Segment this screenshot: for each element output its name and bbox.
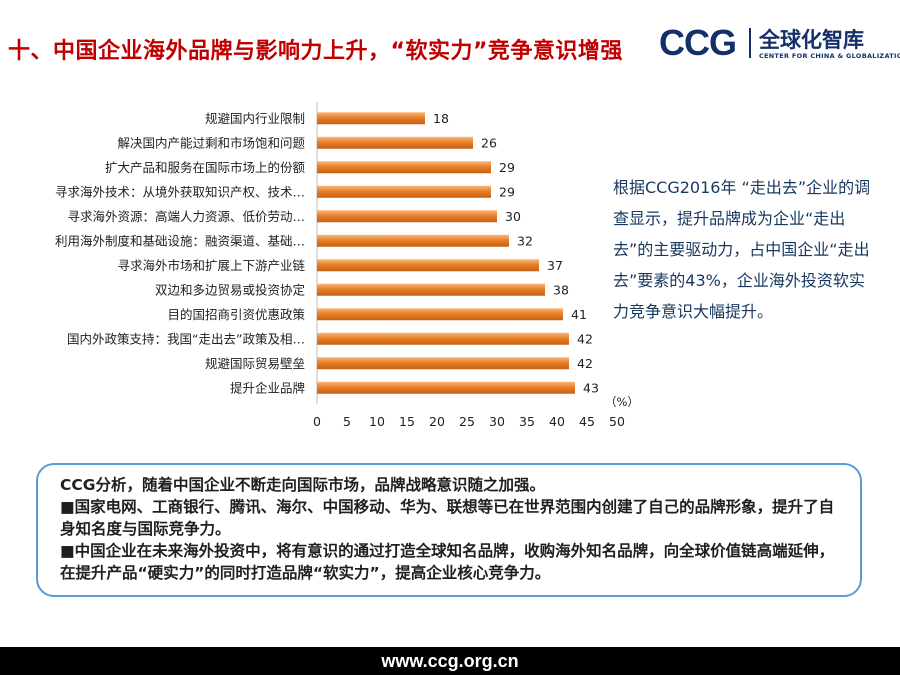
- category-label: 规避国内行业限制: [205, 111, 305, 126]
- bar: [317, 381, 575, 394]
- data-label: 38: [553, 282, 569, 297]
- footer-url: www.ccg.org.cn: [381, 651, 519, 671]
- unit-label: （%）: [605, 395, 639, 409]
- bar: [317, 136, 473, 149]
- bar: [317, 283, 545, 296]
- logo-abbr: CCG: [659, 22, 737, 63]
- data-label: 30: [505, 209, 521, 224]
- page-title: 十、中国企业海外品牌与影响力上升，“软实力”竞争意识增强: [8, 39, 623, 64]
- category-label: 利用海外制度和基础设施：融资渠道、基础…: [55, 233, 305, 248]
- bar: [317, 161, 491, 174]
- logo-name-en: CENTER FOR CHINA & GLOBALIZATION: [759, 52, 900, 60]
- x-tick-label: 40: [549, 414, 565, 429]
- x-tick-label: 20: [429, 414, 445, 429]
- analysis-line-1: CCG分析，随着中国企业不断走向国际市场，品牌战略意识随之加强。: [60, 476, 545, 494]
- category-label: 双边和多边贸易或投资协定: [155, 282, 305, 297]
- bar: [317, 357, 569, 370]
- data-label: 29: [499, 184, 515, 199]
- category-label: 提升企业品牌: [230, 380, 305, 395]
- data-label: 42: [577, 356, 593, 371]
- x-tick-label: 25: [459, 414, 475, 429]
- category-label: 寻求海外市场和扩展上下游产业链: [117, 258, 305, 273]
- x-tick-label: 50: [609, 414, 625, 429]
- category-label: 寻求海外技术：从境外获取知识产权、技术…: [55, 184, 305, 199]
- data-label: 41: [571, 307, 587, 322]
- x-tick-label: 35: [519, 414, 535, 429]
- footer-bar: www.ccg.org.cn: [0, 647, 900, 675]
- category-label: 解决国内产能过剩和市场饱和问题: [117, 135, 305, 150]
- bar-chart: 规避国内行业限制 18 解决国内产能过剩和市场饱和问题 26 扩大产品和服务在国际市场上…: [55, 102, 639, 429]
- bar: [317, 259, 539, 272]
- data-label: 29: [499, 160, 515, 175]
- data-label: 42: [577, 331, 593, 346]
- bar: [317, 234, 509, 247]
- data-label: 43: [583, 380, 599, 395]
- analysis-line-3: ■中国企业在未来海外投资中，将有意识的通过打造全球知名品牌，收购海外知名品牌，向…: [60, 542, 835, 582]
- bar: [317, 112, 425, 125]
- category-label: 目的国招商引资优惠政策: [167, 307, 305, 322]
- data-label: 37: [547, 258, 563, 273]
- analysis-line-2: ■国家电网、工商银行、腾讯、海尔、中国移动、华为、联想等已在世界范围内创建了自己…: [60, 498, 835, 538]
- x-tick-label: 0: [313, 414, 321, 429]
- logo-name-cn: 全球化智库: [759, 28, 864, 52]
- x-tick-label: 30: [489, 414, 505, 429]
- bar: [317, 308, 563, 321]
- x-tick-label: 45: [579, 414, 595, 429]
- ccg-logo: CCG 全球化智库 CENTER FOR CHINA & GLOBALIZATI…: [655, 22, 900, 63]
- category-label: 国内外政策支持：我国“走出去”政策及相…: [67, 331, 305, 346]
- data-label: 32: [517, 233, 533, 248]
- data-label: 26: [481, 135, 497, 150]
- category-label: 扩大产品和服务在国际市场上的份额: [105, 160, 306, 175]
- bar: [317, 185, 491, 198]
- side-note: 根据CCG2016年 “走出去”企业的调查显示，提升品牌成为企业“走出去”的主要…: [613, 178, 871, 321]
- x-tick-label: 5: [343, 414, 351, 429]
- bar: [317, 210, 497, 223]
- data-label: 18: [433, 111, 449, 126]
- x-tick-label: 10: [369, 414, 385, 429]
- logo-divider: [749, 28, 751, 58]
- category-label: 规避国际贸易壁垒: [205, 356, 305, 371]
- category-label: 寻求海外资源：高端人力资源、低价劳动…: [67, 209, 305, 224]
- x-tick-label: 15: [399, 414, 415, 429]
- bar: [317, 332, 569, 345]
- analysis-box: CCG分析，随着中国企业不断走向国际市场，品牌战略意识随之加强。 ■国家电网、工…: [36, 463, 862, 597]
